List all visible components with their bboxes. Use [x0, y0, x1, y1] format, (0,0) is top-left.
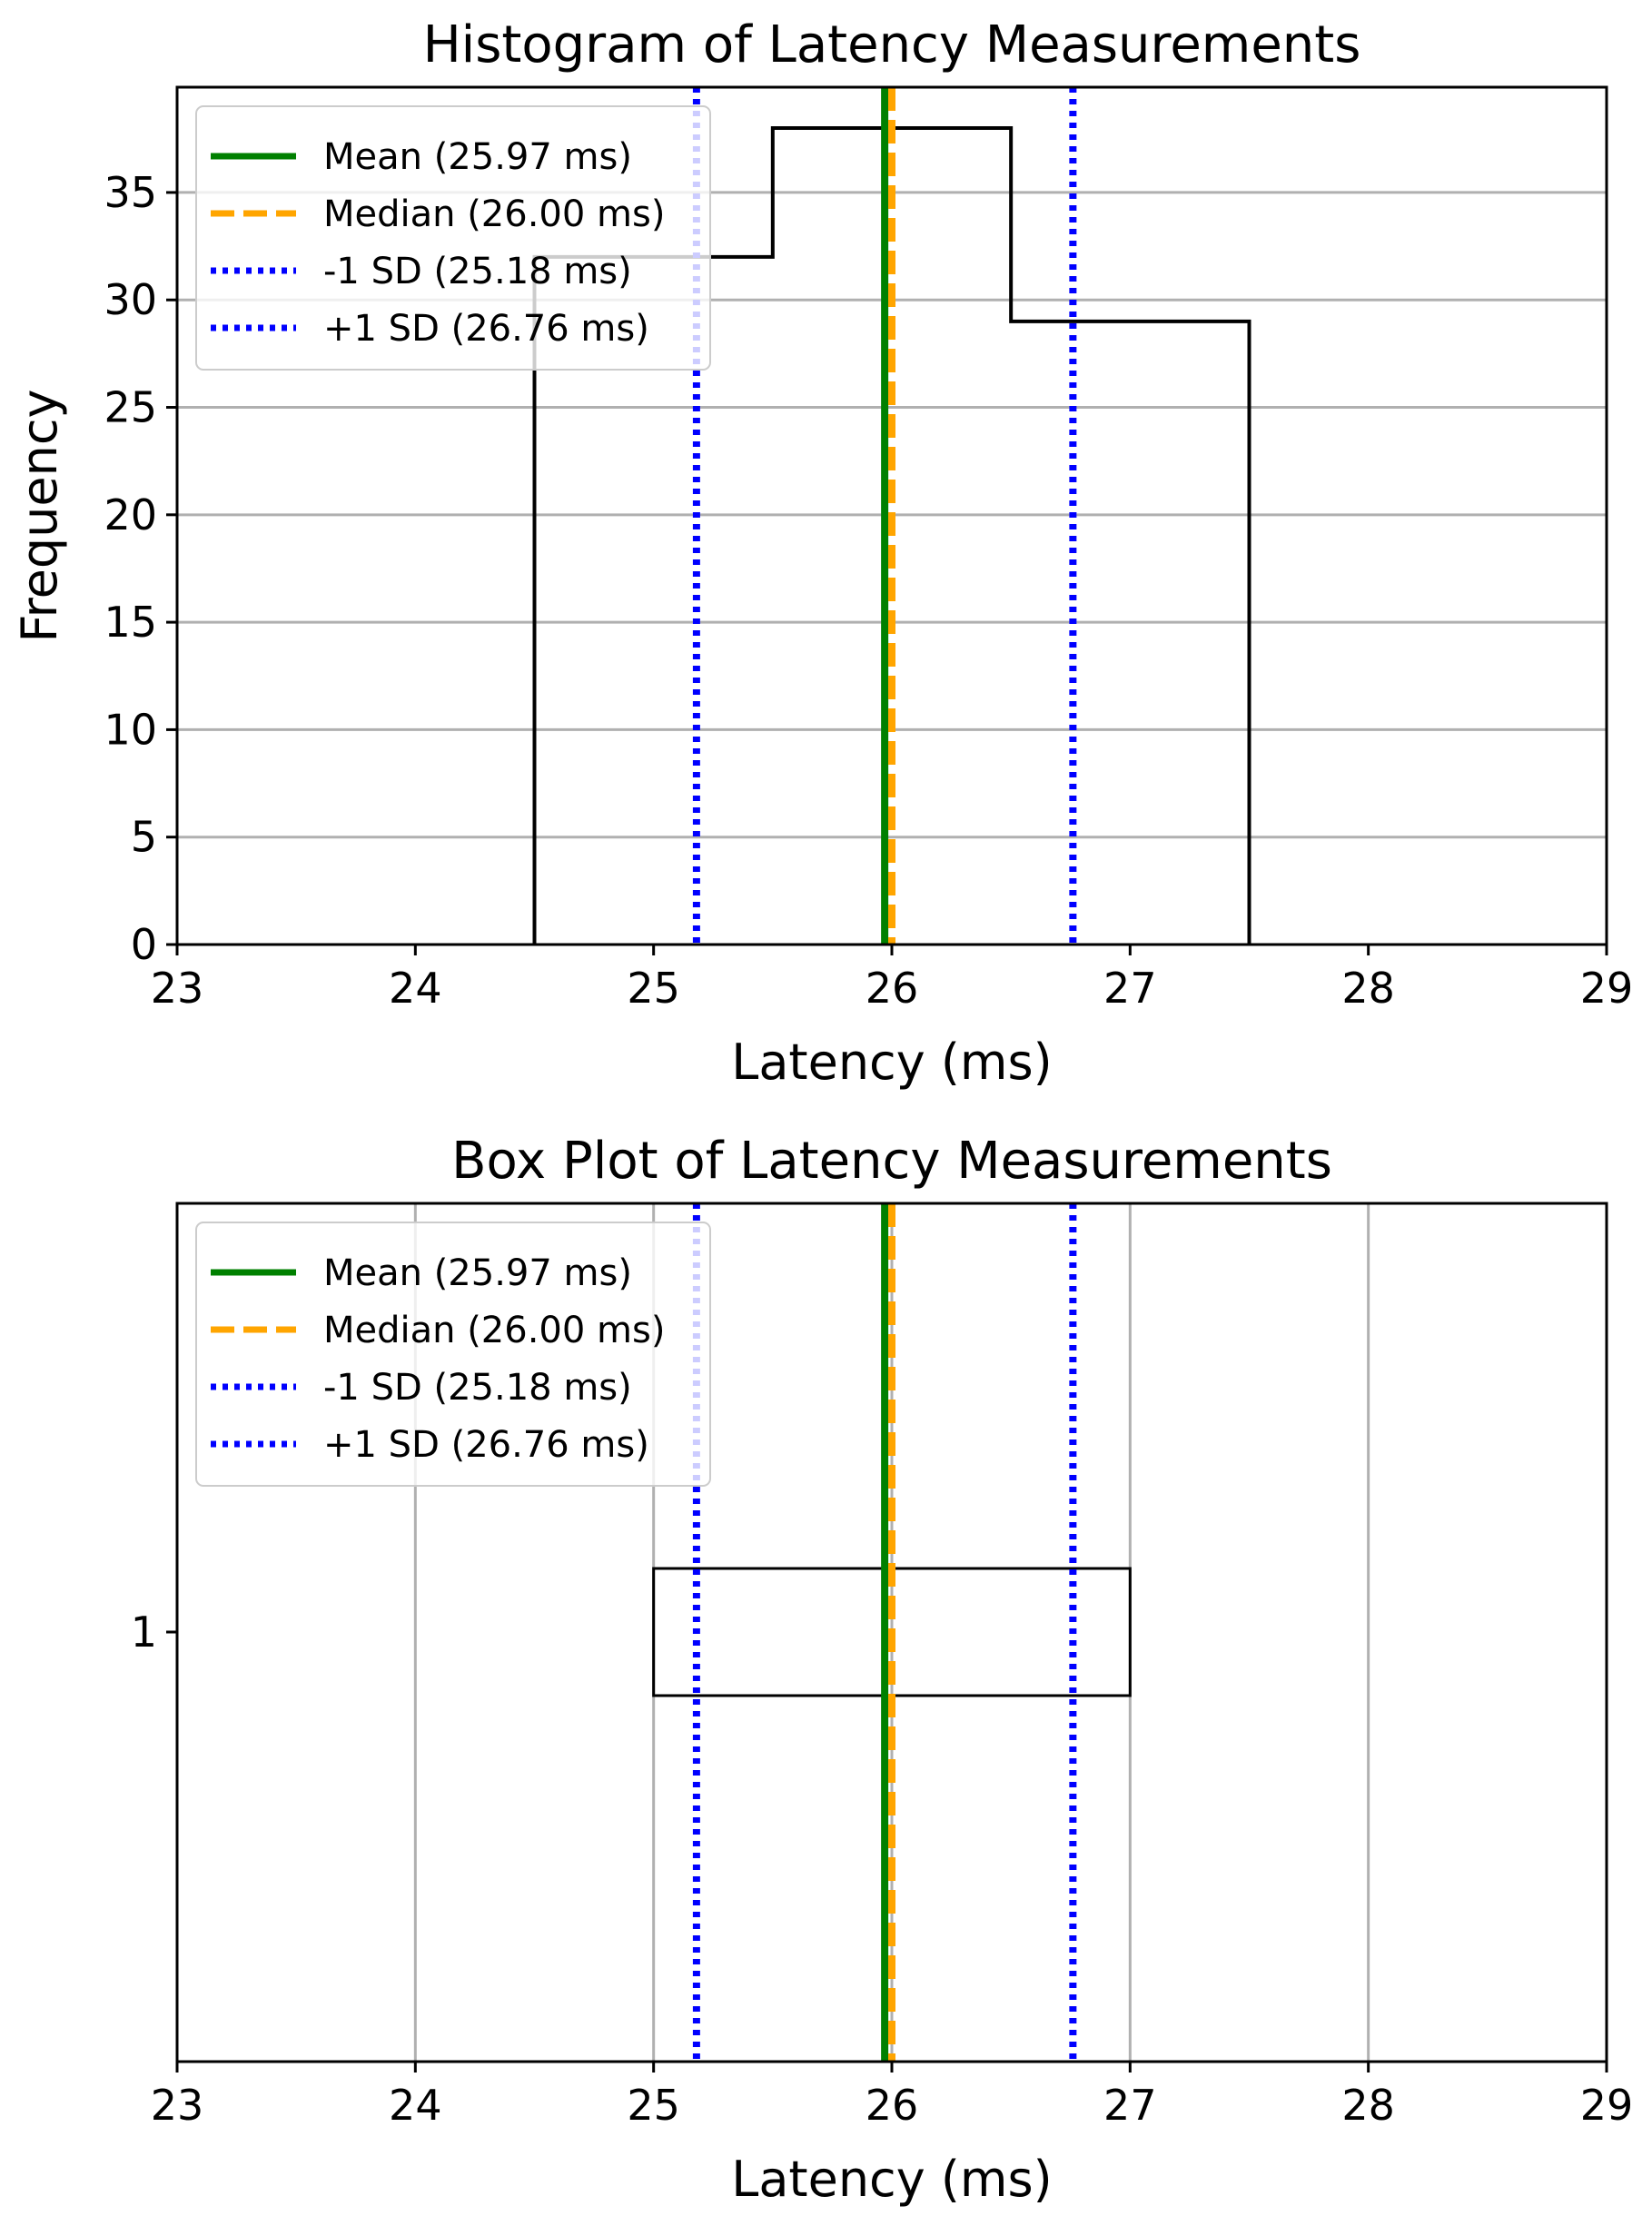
- boxplot-x-tick-label-4: 27: [1103, 2081, 1157, 2130]
- histogram-y-tick-label-5: 25: [104, 383, 157, 432]
- boxplot-legend-label-0: Mean (25.97 ms): [323, 1252, 632, 1294]
- histogram-x-tick-label-2: 25: [627, 964, 680, 1013]
- histogram-chart: Histogram of Latency Measurements 23 24 25…: [11, 15, 1633, 1091]
- histogram-legend-label-1: Median (26.00 ms): [323, 193, 665, 235]
- boxplot-x-tick-label-0: 23: [151, 2081, 204, 2130]
- histogram-y-tick-label-7: 35: [104, 168, 157, 217]
- histogram-x-tick-label-3: 26: [866, 964, 919, 1013]
- histogram-y-tick-label-6: 30: [104, 275, 157, 324]
- boxplot-x-tick-label-2: 25: [627, 2081, 680, 2130]
- boxplot-title: Box Plot of Latency Measurements: [451, 1132, 1332, 1191]
- histogram-x-tick-label-5: 28: [1341, 964, 1395, 1013]
- histogram-legend-label-3: +1 SD (26.76 ms): [323, 308, 649, 350]
- histogram-legend-label-2: -1 SD (25.18 ms): [323, 251, 632, 292]
- boxplot-x-tick-label-3: 26: [866, 2081, 919, 2130]
- boxplot-x-axis-label: Latency (ms): [731, 2151, 1052, 2208]
- histogram-y-tick-label-2: 10: [104, 705, 157, 754]
- boxplot-x-tick-label-1: 24: [389, 2081, 442, 2130]
- boxplot-legend-label-1: Median (26.00 ms): [323, 1310, 665, 1351]
- histogram-x-tick-label-6: 29: [1580, 964, 1634, 1013]
- boxplot-y-tick-label-0: 1: [131, 1608, 157, 1657]
- boxplot-legend-label-2: -1 SD (25.18 ms): [323, 1367, 632, 1409]
- histogram-title: Histogram of Latency Measurements: [423, 15, 1361, 74]
- boxplot-legend-label-3: +1 SD (26.76 ms): [323, 1424, 649, 1466]
- histogram-legend-label-0: Mean (25.97 ms): [323, 136, 632, 178]
- boxplot-chart: Box Plot of Latency Measurements 23 24 25 2…: [131, 1132, 1634, 2208]
- histogram-y-tick-label-1: 5: [131, 813, 157, 862]
- histogram-y-tick-label-4: 20: [104, 490, 157, 539]
- boxplot-x-tick-label-5: 28: [1341, 2081, 1395, 2130]
- histogram-legend-frame: [195, 105, 711, 371]
- histogram-y-tick-label-3: 15: [104, 598, 157, 647]
- boxplot-legend-frame: [195, 1222, 711, 1487]
- histogram-y-tick-label-0: 0: [131, 920, 157, 969]
- histogram-x-tick-label-4: 27: [1103, 964, 1157, 1013]
- histogram-y-axis-label: Frequency: [11, 390, 68, 643]
- histogram-x-tick-label-1: 24: [389, 964, 442, 1013]
- boxplot-x-tick-label-6: 29: [1580, 2081, 1634, 2130]
- histogram-x-tick-label-0: 23: [151, 964, 204, 1013]
- histogram-x-axis-label: Latency (ms): [731, 1034, 1052, 1091]
